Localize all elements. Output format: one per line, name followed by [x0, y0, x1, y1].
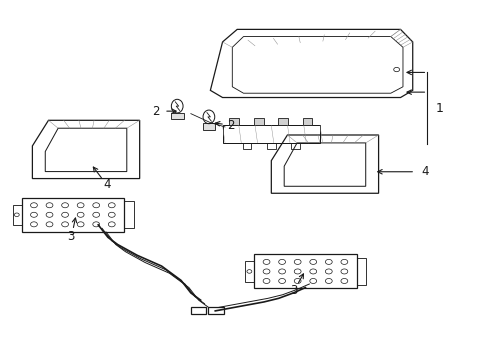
Bar	[229, 118, 239, 126]
Bar	[245, 261, 254, 282]
Bar	[266, 143, 275, 149]
Text: 3: 3	[290, 284, 297, 297]
Bar	[278, 118, 287, 126]
Text: 4: 4	[103, 178, 110, 191]
Text: 2: 2	[152, 105, 159, 118]
Bar	[291, 143, 300, 149]
Bar	[202, 123, 215, 130]
Bar	[207, 307, 223, 315]
Bar	[254, 255, 356, 288]
Text: 3: 3	[66, 230, 74, 243]
Bar	[13, 204, 21, 225]
Bar	[124, 201, 134, 228]
Bar	[242, 143, 251, 149]
Bar	[302, 118, 312, 126]
Bar	[190, 307, 206, 315]
Bar	[222, 126, 320, 143]
Bar	[356, 258, 366, 285]
Bar	[170, 113, 183, 119]
Bar	[253, 118, 263, 126]
Text: 2: 2	[226, 119, 234, 132]
Text: 1: 1	[435, 102, 443, 115]
Text: 4: 4	[420, 165, 427, 178]
Bar	[21, 198, 124, 232]
